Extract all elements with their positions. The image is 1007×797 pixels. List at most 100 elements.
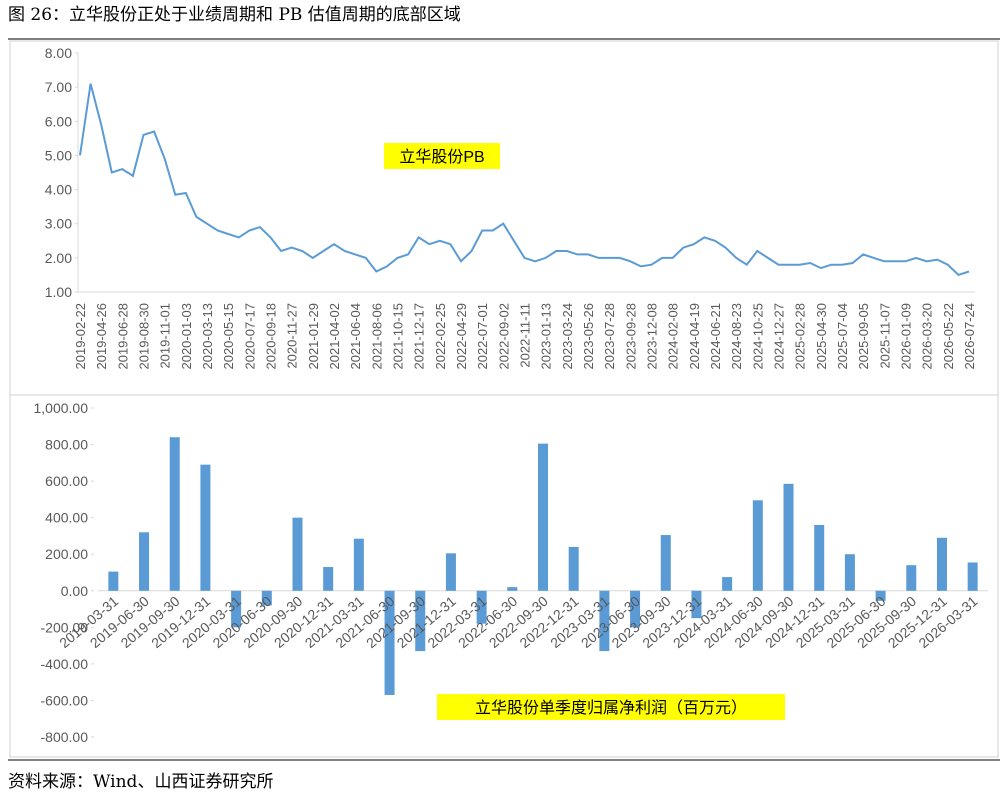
annotation-box bbox=[384, 143, 500, 169]
x-tick-label: 2021-12-17 bbox=[412, 303, 427, 370]
x-tick-label: 2019-04-26 bbox=[94, 303, 109, 370]
y-tick-label: 800.00 bbox=[45, 437, 88, 453]
bar bbox=[476, 590, 487, 624]
pb-line bbox=[79, 83, 970, 277]
x-tick-label: 2020-05-15 bbox=[221, 303, 236, 370]
x-tick-label: 2023-05-26 bbox=[581, 303, 596, 370]
y-tick-label: 6.00 bbox=[45, 113, 72, 129]
annotation: 立华股份PB bbox=[399, 148, 484, 166]
bar bbox=[814, 524, 825, 591]
x-tick-label: 2024-08-23 bbox=[729, 303, 744, 370]
x-tick-label: 2025-07-04 bbox=[835, 303, 850, 370]
bar bbox=[169, 437, 180, 591]
x-tick-label: 2020-03-13 bbox=[200, 303, 215, 370]
y-tick-label: 8.00 bbox=[45, 45, 72, 61]
bar bbox=[323, 567, 334, 591]
x-tick-label: 2021-08-06 bbox=[369, 303, 384, 370]
x-tick-label: 2024-04-19 bbox=[687, 303, 702, 370]
bar bbox=[630, 590, 641, 628]
x-tick-label: 2023-07-28 bbox=[602, 303, 617, 370]
bar bbox=[568, 546, 579, 591]
x-tick-label: 2019-08-30 bbox=[137, 303, 152, 370]
bar bbox=[384, 590, 395, 695]
bar bbox=[292, 517, 303, 591]
bar bbox=[752, 500, 763, 591]
y-tick-label: 5.00 bbox=[45, 147, 72, 163]
x-tick-label: 2025-09-05 bbox=[856, 303, 871, 370]
x-tick-label: 2026-07-24 bbox=[962, 303, 977, 370]
x-tick-label: 2022-02-25 bbox=[433, 303, 448, 370]
x-tick-label: 2025-11-07 bbox=[877, 303, 892, 369]
x-tick-label: 2026-05-22 bbox=[941, 303, 956, 370]
bar bbox=[844, 554, 855, 591]
x-tick-label: 2024-06-21 bbox=[708, 303, 723, 370]
x-tick-label: 2022-04-29 bbox=[454, 303, 469, 370]
y-tick-label: -800.00 bbox=[41, 729, 89, 745]
x-tick-label: 2019-06-28 bbox=[115, 303, 130, 370]
bar bbox=[691, 590, 702, 619]
x-tick-label: 2022-07-01 bbox=[475, 303, 490, 370]
x-tick-label: 2024-02-08 bbox=[666, 303, 681, 370]
x-tick-label: 2021-01-29 bbox=[306, 303, 321, 370]
x-tick-label: 2023-12-08 bbox=[645, 303, 660, 370]
bar bbox=[875, 590, 886, 601]
x-tick-label: 2025-04-30 bbox=[814, 303, 829, 370]
bar bbox=[507, 587, 518, 591]
y-tick-label: 2.00 bbox=[45, 250, 72, 266]
frame bbox=[9, 40, 999, 758]
x-tick-label: 2023-03-24 bbox=[560, 303, 575, 370]
y-tick-label: 200.00 bbox=[45, 546, 88, 562]
figure-title: 图 26：立华股份正处于业绩周期和 PB 估值周期的底部区域 bbox=[8, 5, 461, 25]
x-tick-label: 2019-02-22 bbox=[73, 303, 88, 370]
x-tick-label: 2023-09-28 bbox=[623, 303, 638, 370]
bar bbox=[660, 535, 671, 591]
y-tick-label: 3.00 bbox=[45, 216, 72, 232]
y-tick-label: 7.00 bbox=[45, 79, 72, 95]
y-tick-label: -200.00 bbox=[41, 619, 89, 635]
source-note: 资料来源：Wind、山西证券研究所 bbox=[8, 772, 273, 792]
x-tick-label: 2026-03-20 bbox=[920, 303, 935, 370]
annotation: 立华股份单季度归属净利润（百万元） bbox=[475, 699, 747, 717]
y-tick-label: 0.00 bbox=[61, 583, 88, 599]
bar bbox=[445, 553, 456, 591]
bar bbox=[906, 565, 917, 591]
x-tick-label: 2020-11-27 bbox=[285, 303, 300, 369]
y-tick-label: 4.00 bbox=[45, 182, 72, 198]
x-tick-label: 2021-10-15 bbox=[391, 303, 406, 370]
bar bbox=[139, 532, 150, 591]
bar bbox=[200, 464, 211, 591]
bar bbox=[261, 590, 272, 606]
bar bbox=[936, 537, 947, 591]
y-tick-label: 400.00 bbox=[45, 510, 88, 526]
x-tick-label: 2026-01-09 bbox=[899, 303, 914, 370]
y-tick-label: -600.00 bbox=[41, 692, 89, 708]
bar bbox=[538, 443, 548, 591]
x-tick-label: 2020-09-18 bbox=[264, 303, 279, 370]
bar bbox=[231, 590, 242, 628]
bar bbox=[353, 538, 364, 591]
x-tick-label: 2021-04-02 bbox=[327, 303, 342, 370]
x-tick-label: 2023-01-13 bbox=[539, 303, 554, 370]
y-tick-label: -400.00 bbox=[41, 656, 89, 672]
x-tick-label: 2019-11-01 bbox=[158, 303, 173, 369]
bar bbox=[108, 571, 119, 591]
x-tick-label: 2020-01-03 bbox=[179, 303, 194, 370]
y-tick-label: 1.00 bbox=[45, 284, 72, 300]
x-tick-label: 2022-11-11 bbox=[518, 303, 533, 368]
bar bbox=[722, 577, 733, 591]
bar bbox=[967, 562, 978, 591]
y-tick-label: 600.00 bbox=[45, 473, 88, 489]
x-tick-label: 2025-02-28 bbox=[793, 303, 808, 370]
annotation-box bbox=[437, 694, 785, 720]
bar bbox=[783, 483, 794, 591]
x-tick-label: 2024-12-27 bbox=[772, 303, 787, 370]
x-tick-label: 2021-06-04 bbox=[348, 303, 363, 370]
x-tick-label: 2022-09-02 bbox=[496, 303, 511, 370]
bar bbox=[599, 590, 610, 652]
bar bbox=[415, 590, 426, 652]
x-tick-label: 2020-07-17 bbox=[242, 303, 257, 370]
x-tick-label: 2024-10-25 bbox=[750, 303, 765, 370]
y-tick-label: 1,000.00 bbox=[34, 400, 89, 416]
